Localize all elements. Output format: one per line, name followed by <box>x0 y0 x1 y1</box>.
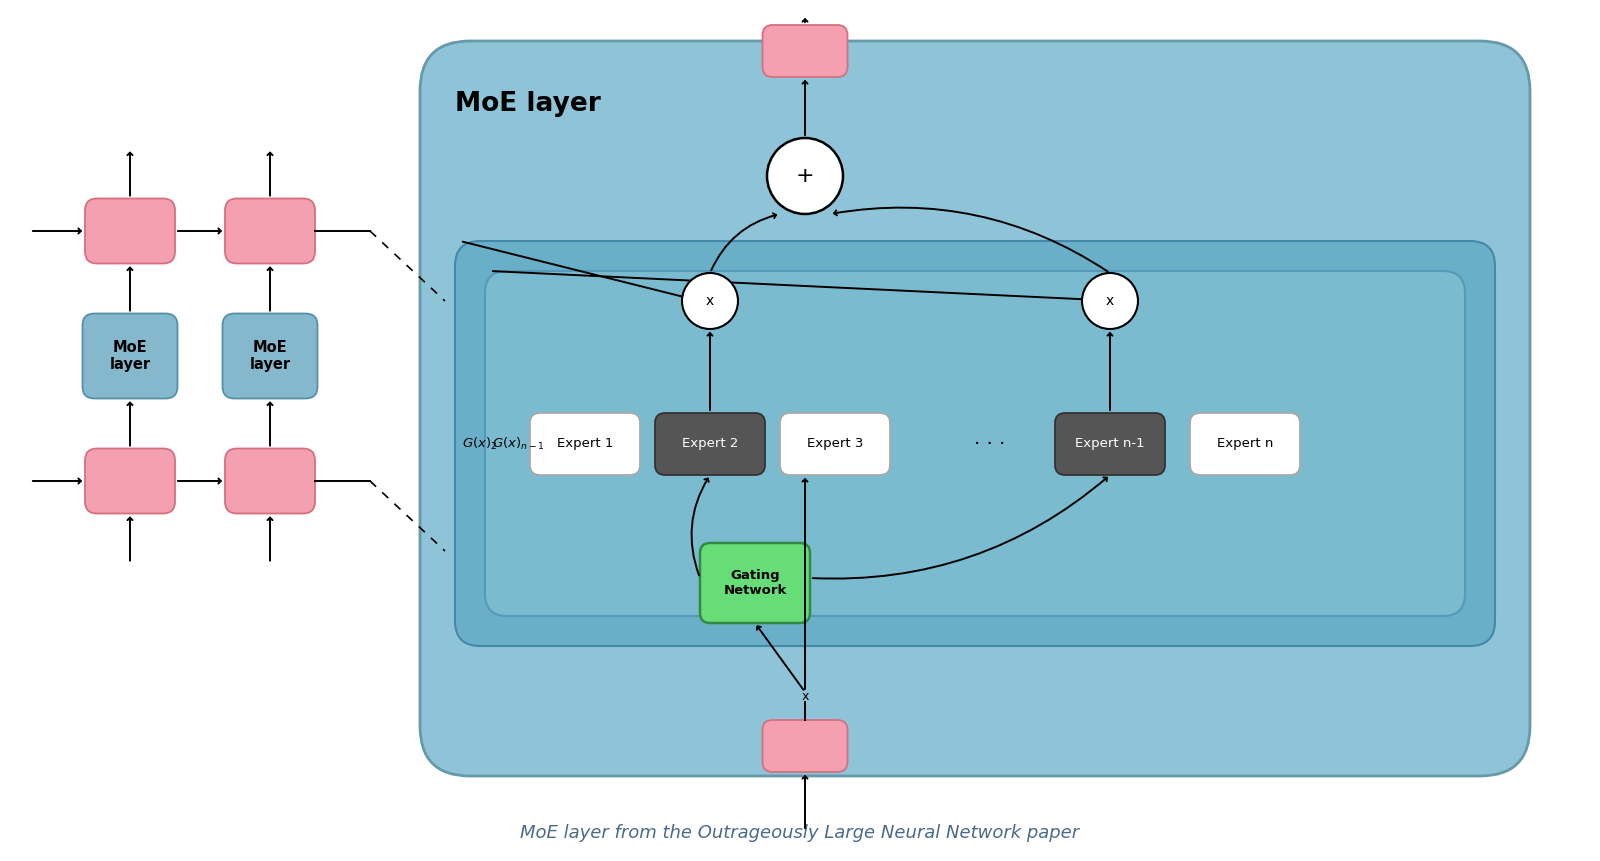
Text: MoE layer from the Outrageously Large Neural Network paper: MoE layer from the Outrageously Large Ne… <box>520 824 1080 842</box>
FancyBboxPatch shape <box>763 720 848 772</box>
FancyBboxPatch shape <box>763 25 848 77</box>
FancyBboxPatch shape <box>226 199 315 263</box>
Text: MoE
layer: MoE layer <box>109 340 150 372</box>
Text: Gating
Network: Gating Network <box>723 569 787 597</box>
Text: +: + <box>795 166 814 186</box>
Text: x: x <box>802 691 808 703</box>
Text: MoE
layer: MoE layer <box>250 340 291 372</box>
Ellipse shape <box>766 138 843 214</box>
FancyBboxPatch shape <box>85 199 174 263</box>
FancyBboxPatch shape <box>654 413 765 475</box>
FancyBboxPatch shape <box>85 449 174 513</box>
Text: Expert 2: Expert 2 <box>682 437 738 450</box>
FancyBboxPatch shape <box>454 241 1494 646</box>
FancyBboxPatch shape <box>530 413 640 475</box>
Text: $G(x)_{n-1}$: $G(x)_{n-1}$ <box>493 436 546 452</box>
Circle shape <box>682 273 738 329</box>
FancyBboxPatch shape <box>419 41 1530 776</box>
FancyBboxPatch shape <box>485 271 1466 616</box>
Text: Expert 1: Expert 1 <box>557 437 613 450</box>
Text: Expert 3: Expert 3 <box>806 437 862 450</box>
Text: x: x <box>706 294 714 308</box>
FancyBboxPatch shape <box>701 543 810 623</box>
Circle shape <box>1082 273 1138 329</box>
Text: Expert n-1: Expert n-1 <box>1075 437 1146 450</box>
FancyBboxPatch shape <box>781 413 890 475</box>
FancyBboxPatch shape <box>226 449 315 513</box>
FancyBboxPatch shape <box>222 313 317 399</box>
Text: Expert n: Expert n <box>1218 437 1274 450</box>
Text: · · ·: · · · <box>974 435 1006 454</box>
FancyBboxPatch shape <box>1190 413 1299 475</box>
Text: x: x <box>1106 294 1114 308</box>
FancyBboxPatch shape <box>1054 413 1165 475</box>
Text: MoE layer: MoE layer <box>454 91 600 117</box>
FancyBboxPatch shape <box>83 313 178 399</box>
Text: $G(x)_2$: $G(x)_2$ <box>462 436 498 452</box>
